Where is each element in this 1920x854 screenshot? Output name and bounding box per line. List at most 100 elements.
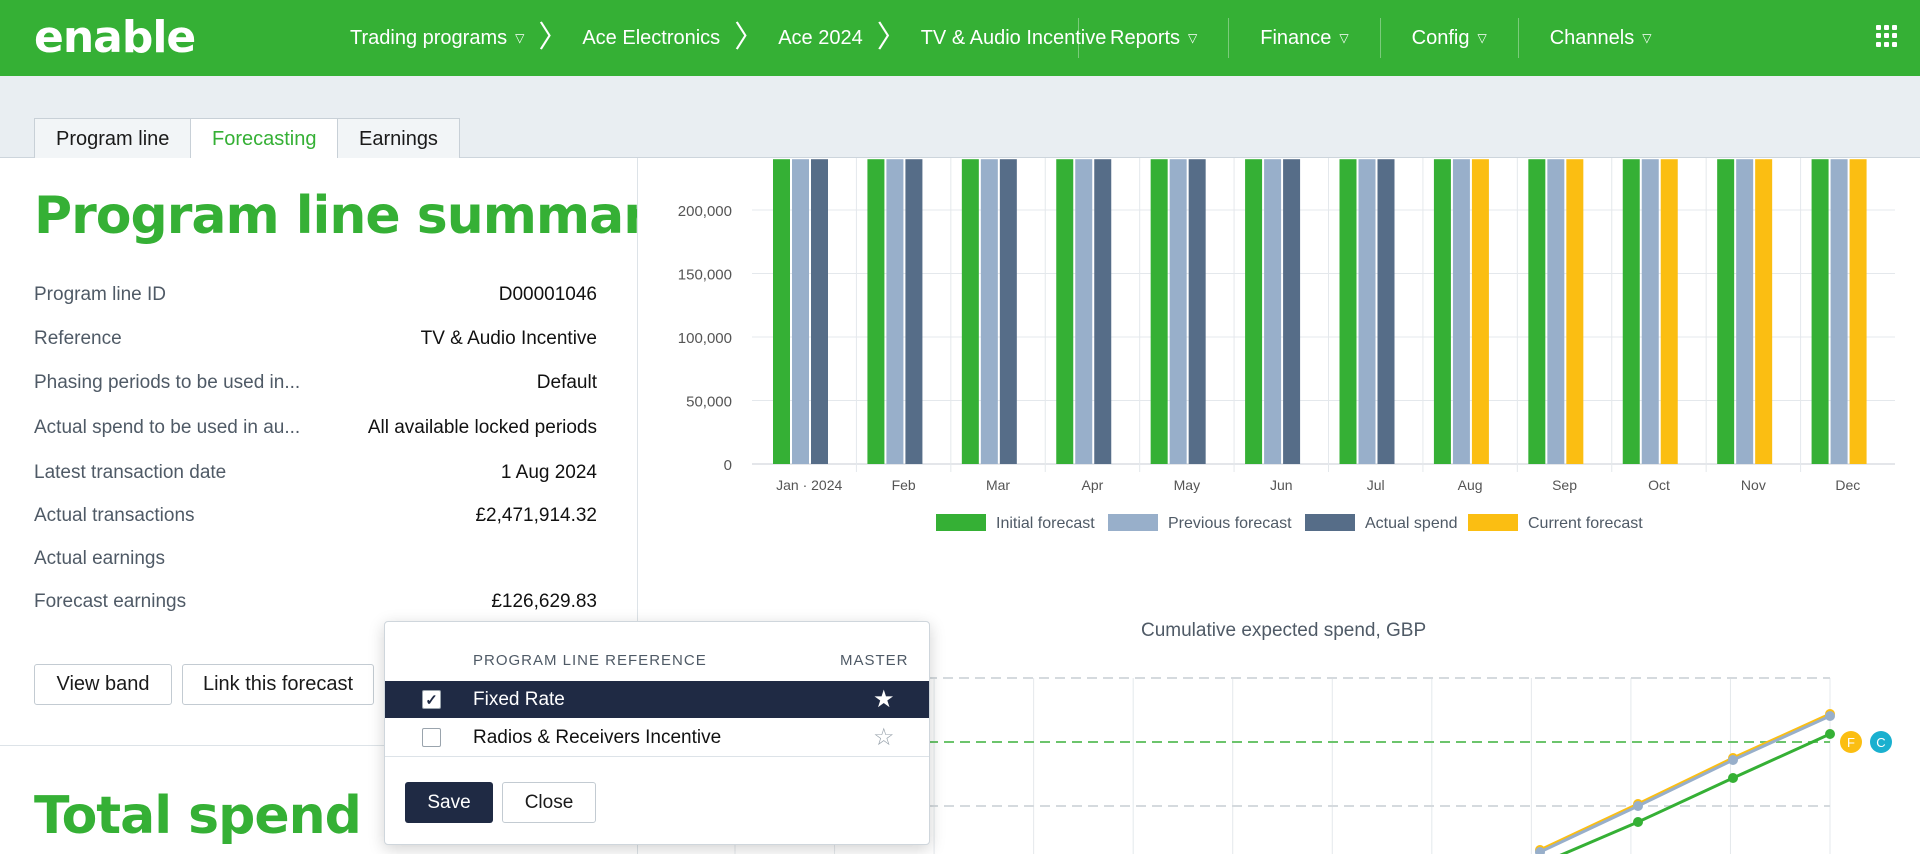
x-tick-label: May [1174, 477, 1200, 493]
series-marker-label: F [1847, 735, 1855, 750]
bar [1188, 159, 1206, 464]
bar [1433, 159, 1451, 464]
breadcrumb-ace-2024[interactable]: Ace 2024 [778, 27, 863, 50]
x-tick-label: Nov [1741, 477, 1766, 493]
y-tick-label: 200,000 [678, 203, 732, 220]
menu-finance[interactable]: Finance ▽ [1228, 18, 1379, 58]
row-label: Forecast earnings [34, 591, 187, 612]
app-grid-icon[interactable] [1876, 25, 1898, 47]
row-value: 1 Aug 2024 [500, 462, 597, 483]
legend-label: Previous forecast [1168, 515, 1292, 532]
popup-divider [385, 756, 929, 757]
summary-row: Program line ID D00001046 [34, 282, 597, 308]
save-button[interactable]: Save [405, 782, 493, 823]
data-point [1633, 801, 1643, 811]
tab-program-line[interactable]: Program line [34, 118, 192, 159]
bar [1283, 159, 1301, 464]
x-tick-label: Oct [1648, 477, 1670, 493]
x-tick-label: Sep [1552, 477, 1577, 493]
legend-swatch [1108, 514, 1158, 531]
breadcrumb: Trading programs ▽ 〉 Ace Electronics 〉 A… [350, 0, 1106, 76]
tab-earnings[interactable]: Earnings [337, 118, 460, 159]
checkbox-checked[interactable]: ✓ [422, 690, 441, 709]
view-band-button[interactable]: View band [34, 664, 172, 705]
breadcrumb-label: TV & Audio Incentive [920, 26, 1107, 49]
close-button[interactable]: Close [502, 782, 596, 823]
row-value: Default [536, 372, 597, 393]
breadcrumb-current[interactable]: TV & Audio Incentive [921, 27, 1107, 50]
popup-row-fixed-rate[interactable]: ✓ Fixed Rate ★ [385, 681, 929, 718]
data-point [1728, 755, 1738, 765]
summary-row: Actual spend to be used in au... All avai… [34, 415, 597, 441]
bar [1641, 159, 1659, 464]
bar [1452, 159, 1470, 464]
row-value: TV & Audio Incentive [420, 328, 597, 349]
checkbox-unchecked[interactable] [422, 728, 441, 747]
x-tick-label: Apr [1082, 477, 1104, 493]
bar [886, 159, 904, 464]
bar [792, 159, 809, 464]
summary-row: Forecast earnings £126,629.83 [34, 589, 597, 615]
menu-config[interactable]: Config ▽ [1379, 18, 1518, 58]
bar [1169, 159, 1187, 464]
popup-row-radios-receivers[interactable]: Radios & Receivers Incentive ☆ [385, 719, 929, 756]
bar [1150, 159, 1168, 464]
breadcrumb-ace-electronics[interactable]: Ace Electronics [582, 27, 720, 50]
column-header-reference: PROGRAM LINE REFERENCE [473, 652, 707, 669]
bar [1736, 159, 1754, 464]
y-tick-label: 150,000 [678, 267, 732, 284]
bar [773, 159, 790, 464]
row-label: Program line ID [34, 284, 166, 305]
series-marker-label: C [1876, 735, 1885, 750]
y-tick-label: 50,000 [686, 394, 732, 411]
bar [1849, 159, 1867, 464]
star-filled-icon[interactable]: ★ [873, 686, 895, 713]
menu-label: Reports [1110, 26, 1181, 49]
main-menu: Reports ▽ Finance ▽ Config ▽ Channels ▽ [1078, 0, 1682, 76]
menu-channels[interactable]: Channels ▽ [1517, 18, 1683, 58]
breadcrumb-label: Ace 2024 [778, 26, 863, 49]
legend-swatch [936, 514, 986, 531]
series-line [1539, 714, 1831, 854]
chevron-down-icon: ▽ [1642, 31, 1652, 45]
legend-swatch [1305, 514, 1355, 531]
series-marker-badge [1870, 731, 1892, 753]
menu-reports[interactable]: Reports ▽ [1078, 18, 1228, 58]
row-label: Actual transactions [34, 505, 195, 526]
enable-logo[interactable]: enable [34, 12, 196, 63]
row-label: Actual spend to be used in au... [34, 417, 301, 438]
breadcrumb-label: Ace Electronics [582, 26, 721, 49]
link-forecast-button[interactable]: Link this forecast [182, 664, 374, 705]
chevron-right-icon: 〉 [538, 21, 569, 54]
data-point [1728, 773, 1738, 783]
series-line [1559, 732, 1831, 854]
bar [961, 159, 979, 464]
bar [1075, 159, 1093, 464]
bar [811, 159, 828, 464]
bar [1056, 159, 1074, 464]
cumulative-chart-title: Cumulative expected spend, GBP [1141, 620, 1427, 641]
bar [1830, 159, 1848, 464]
bar [1339, 159, 1357, 464]
breadcrumb-trading-programs[interactable]: Trading programs ▽ [350, 27, 524, 50]
row-label: Phasing periods to be used in... [34, 372, 301, 393]
section-divider [0, 745, 637, 746]
row-value: D00001046 [498, 284, 597, 305]
row-value: All available locked periods [367, 417, 597, 438]
page-title: Program line summary [34, 186, 638, 246]
star-outline-icon[interactable]: ☆ [873, 724, 895, 751]
legend-swatch [1468, 514, 1518, 531]
chevron-down-icon: ▽ [515, 31, 525, 45]
row-value: £2,471,914.32 [475, 505, 597, 526]
summary-row: Latest transaction date 1 Aug 2024 [34, 460, 597, 486]
data-point [1825, 711, 1835, 721]
bar [1566, 159, 1584, 464]
bar [1245, 159, 1263, 464]
menu-label: Config [1411, 26, 1470, 49]
legend-label: Current forecast [1528, 515, 1643, 532]
data-point [1825, 729, 1835, 739]
bar [1660, 159, 1678, 464]
tab-forecasting[interactable]: Forecasting [190, 118, 339, 160]
bar [1547, 159, 1565, 464]
summary-row: Reference TV & Audio Incentive [34, 326, 597, 352]
